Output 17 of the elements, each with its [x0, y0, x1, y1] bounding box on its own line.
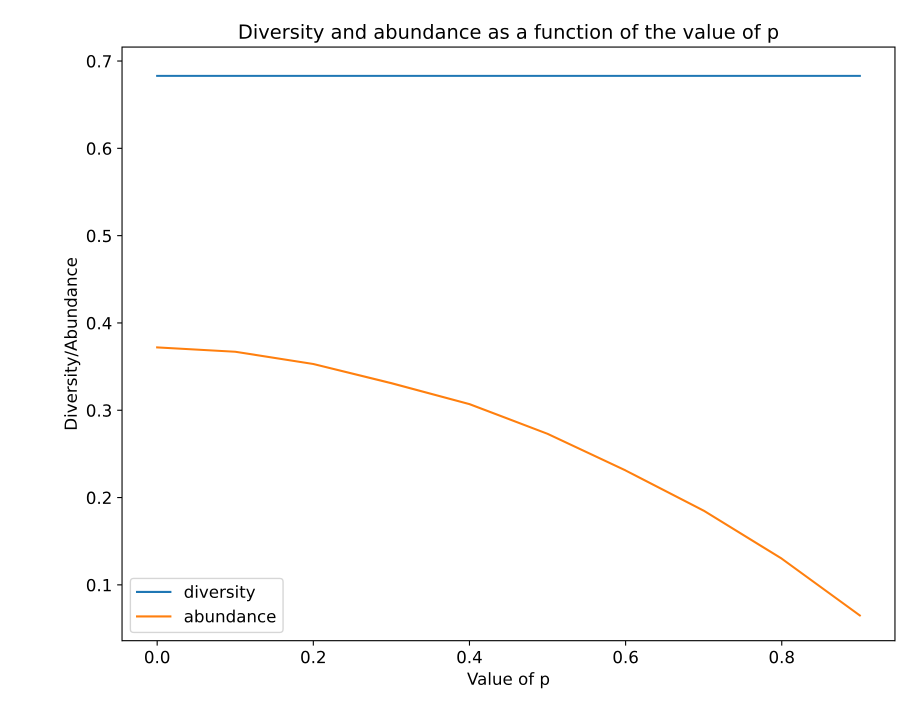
y-axis-title: Diversity/Abundance	[64, 258, 80, 430]
y-tick-label: 0.5	[86, 230, 111, 242]
y-tick-label: 0.3	[86, 404, 111, 417]
x-tick-label: 0.4	[457, 650, 482, 664]
legend-label: diversity	[184, 585, 256, 602]
x-tick-label: 0.8	[770, 650, 794, 664]
y-tick-label: 0.2	[86, 492, 111, 504]
y-tick-label: 0.4	[86, 316, 112, 330]
x-axis-title: Value of p	[467, 672, 550, 688]
x-tick-label: 0.2	[301, 650, 325, 664]
y-tick-label: 0.6	[86, 142, 112, 155]
chart-title: Diversity and abundance as a function of the value of p	[240, 24, 778, 43]
y-tick-label: 0.1	[86, 578, 111, 592]
y-tick-label: 0.7	[86, 54, 111, 68]
x-tick-label: 0.6	[613, 650, 638, 664]
legend-label: abundance	[184, 610, 276, 623]
x-tick-label: 0.0	[145, 650, 170, 664]
